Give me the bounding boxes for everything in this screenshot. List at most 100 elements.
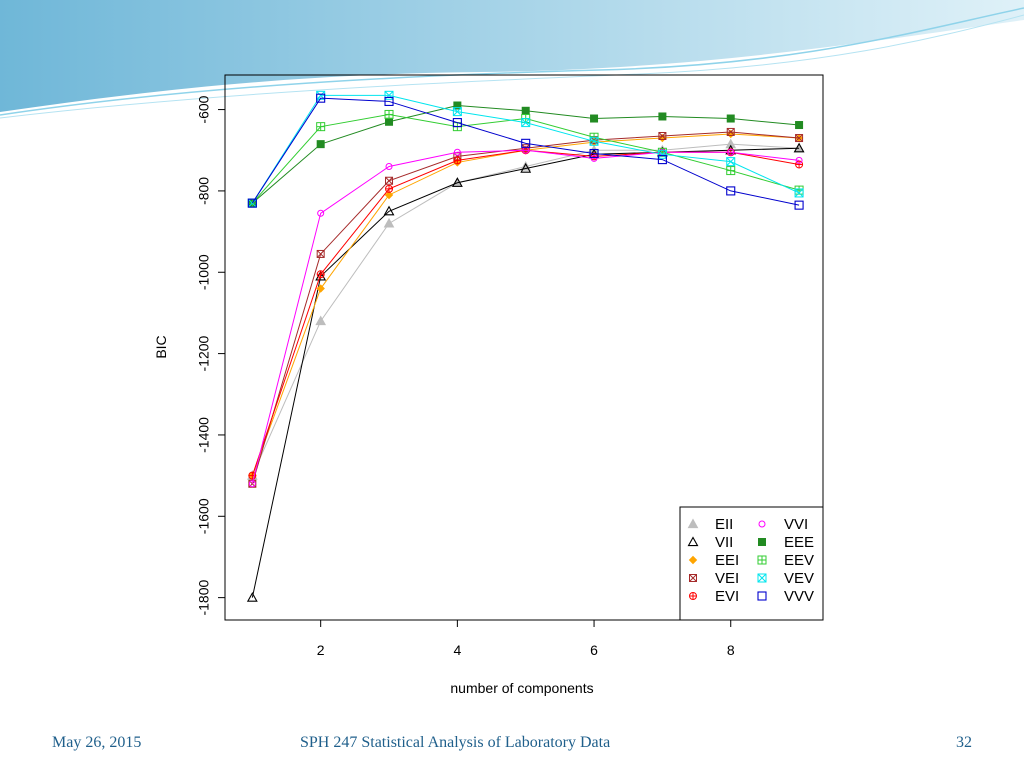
point-vvi	[590, 154, 598, 162]
point-eee	[658, 112, 667, 121]
series-eee	[248, 101, 804, 208]
point-eev	[384, 109, 394, 119]
point-vev	[452, 107, 462, 117]
point-vii	[451, 177, 463, 187]
legend-marker-vvi	[758, 520, 766, 528]
legend-label-vvi: VVI	[784, 516, 808, 533]
x-tick-label: 4	[453, 642, 461, 658]
legend-marker-vii	[687, 536, 699, 547]
legend-label-eee: EEE	[784, 534, 814, 551]
legend-marker-eee	[758, 538, 766, 546]
series-eii	[246, 138, 805, 480]
series-vei	[248, 127, 804, 488]
legend-marker-eii	[687, 518, 699, 529]
plot-frame	[224, 74, 824, 621]
header-banner	[0, 0, 1024, 119]
point-vev	[657, 149, 667, 159]
point-vii	[383, 205, 395, 216]
point-vvi	[453, 148, 461, 156]
series-line-eii	[251, 143, 800, 476]
point-vvv	[521, 138, 531, 148]
legend-marker-evi	[689, 592, 697, 600]
point-vvv	[384, 96, 394, 106]
point-vev	[521, 118, 531, 128]
x-axis-label: number of components	[450, 680, 593, 696]
point-eee	[795, 121, 804, 130]
series-line-eev	[251, 113, 800, 204]
series-line-vvi	[251, 149, 800, 484]
banner-wave-line	[0, 7, 1024, 116]
point-vvi	[317, 209, 325, 217]
point-eee	[590, 114, 599, 123]
point-evi	[316, 270, 325, 279]
series-vvv	[247, 93, 804, 210]
series-line-vii	[251, 147, 800, 598]
point-vev	[589, 136, 599, 146]
point-vvv	[316, 93, 326, 103]
point-eii	[383, 217, 395, 228]
point-vii	[793, 142, 805, 153]
point-vei	[316, 249, 325, 258]
point-vvv	[247, 198, 257, 208]
point-vev	[384, 90, 394, 100]
point-vvv	[589, 148, 599, 159]
point-eee	[385, 117, 394, 126]
point-vii	[520, 162, 532, 173]
point-vei	[795, 134, 804, 143]
point-vvi	[795, 156, 803, 164]
x-tick-label: 6	[590, 642, 598, 658]
point-eee	[521, 106, 530, 115]
y-tick-label: -800	[196, 177, 212, 205]
point-eee	[726, 114, 735, 123]
legend-label-vev: VEV	[784, 570, 814, 587]
point-eei	[316, 284, 325, 293]
point-eei	[384, 190, 394, 200]
chart-series	[246, 90, 805, 602]
x-tick-label: 8	[727, 642, 735, 658]
footer-date: May 26, 2015	[52, 734, 142, 751]
series-line-evi	[251, 149, 800, 476]
legend-marker-eei	[688, 555, 698, 565]
point-eee	[453, 101, 462, 110]
y-tick-label: -1200	[196, 335, 212, 371]
point-vei	[658, 132, 667, 141]
point-evi	[453, 156, 462, 165]
point-vii	[246, 591, 258, 602]
point-eii	[315, 315, 327, 326]
y-tick-label: -600	[196, 95, 212, 123]
point-vei	[385, 176, 394, 185]
y-tick-label: -1600	[196, 498, 212, 534]
point-vvv	[726, 186, 736, 196]
series-eev	[247, 109, 804, 208]
legend-label-eev: EEV	[784, 552, 814, 569]
point-vev	[794, 188, 804, 198]
point-vvv	[794, 200, 804, 210]
series-vvi	[248, 146, 803, 488]
footer-course-title: SPH 247 Statistical Analysis of Laborato…	[300, 734, 611, 751]
y-axis-label: BIC	[153, 335, 169, 358]
point-eev	[316, 122, 326, 132]
x-tick-label: 2	[317, 642, 325, 658]
point-vev	[726, 157, 736, 167]
point-evi	[385, 184, 394, 193]
y-tick-label: -1000	[196, 254, 212, 290]
point-vei	[726, 127, 735, 136]
legend-marker-vei	[689, 574, 697, 582]
point-evi	[795, 160, 804, 169]
legend-label-evi: EVI	[715, 588, 739, 605]
y-tick-label: -1400	[196, 417, 212, 453]
chart-axes: 2 4 6 8 -1800 -1600 -1400 -1200 -1000 -800 -600	[196, 95, 735, 658]
series-line-eei	[251, 133, 800, 476]
series-evi	[248, 146, 804, 480]
legend-label-eii: EII	[715, 516, 733, 533]
legend-marker-vvv	[757, 591, 767, 601]
banner-wave-fill	[0, 0, 1024, 112]
legend-marker-eev	[757, 555, 767, 565]
point-eee	[316, 140, 325, 149]
point-vii	[315, 270, 327, 281]
point-vvv	[657, 155, 667, 165]
series-line-vvv	[251, 97, 800, 206]
point-vvi	[248, 480, 256, 488]
